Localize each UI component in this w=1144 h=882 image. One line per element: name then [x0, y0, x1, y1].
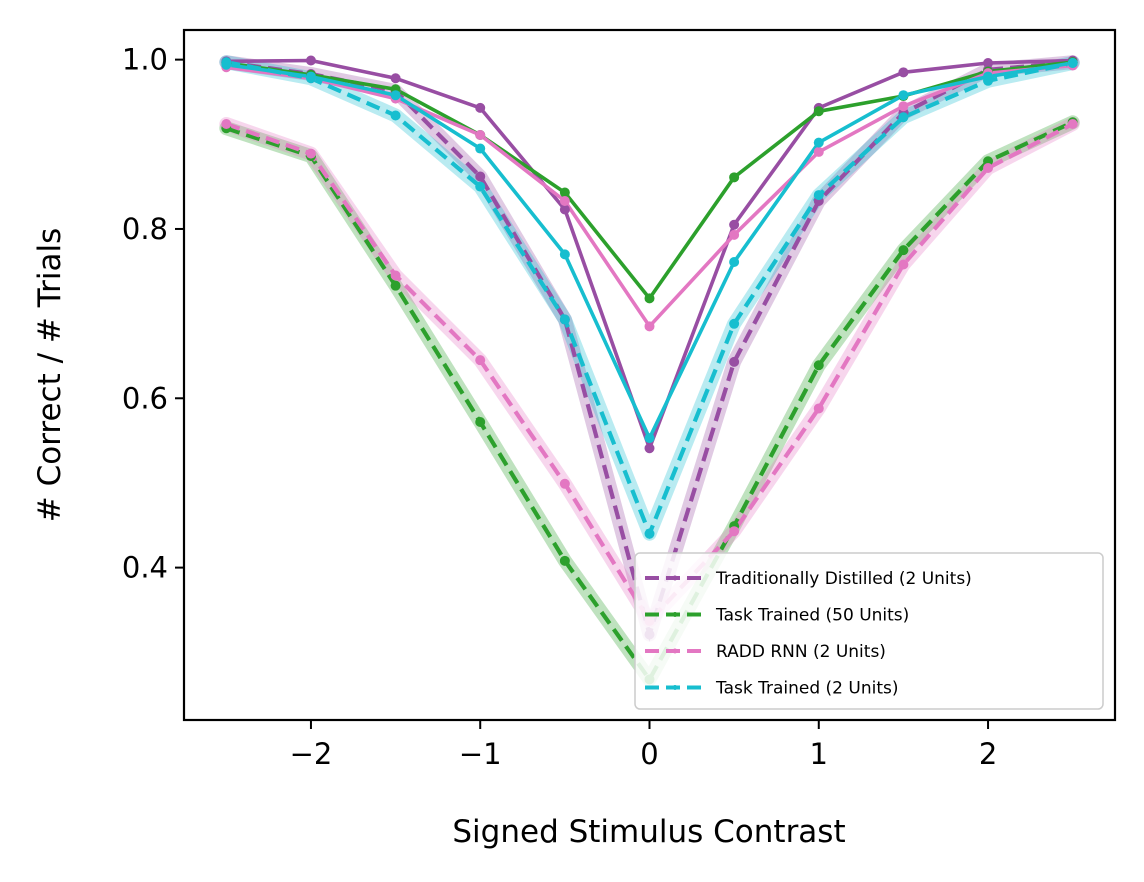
y-tick-label: 0.4 [122, 551, 168, 585]
x-tick-label: 0 [640, 737, 658, 771]
point-solid-task-trained-50-units [644, 293, 655, 304]
legend-marker [672, 648, 678, 654]
point-solid-task-trained-2-units [390, 90, 401, 101]
point-solid-task-trained-2-units [813, 137, 824, 148]
dashed-line-task-trained-50-units [225, 120, 1074, 684]
legend-marker [672, 612, 678, 617]
y-tick-label: 1.0 [122, 43, 168, 77]
legend-box [634, 552, 1104, 710]
point-dashed-task-trained-2-units [983, 75, 994, 86]
x-tick-label: 2 [979, 737, 997, 771]
point-dashed-radd-rnn-2-units [305, 148, 316, 159]
point-dashed-traditionally-distilled-2-units [729, 356, 740, 367]
point-solid-traditionally-distilled-2-units [729, 219, 740, 230]
point-solid-traditionally-distilled-2-units [644, 443, 655, 454]
point-dashed-task-trained-2-units [644, 528, 655, 539]
point-solid-task-trained-2-units [559, 249, 570, 260]
point-solid-task-trained-2-units [475, 143, 486, 154]
point-solid-traditionally-distilled-2-units [898, 67, 909, 78]
point-dashed-traditionally-distilled-2-units [475, 171, 486, 182]
point-solid-task-trained-50-units [813, 106, 824, 117]
point-dashed-radd-rnn-2-units [1067, 118, 1078, 129]
point-dashed-task-trained-2-units [559, 314, 570, 325]
y-axis-label: # Correct / # Trials [32, 228, 68, 522]
point-dashed-task-trained-2-units [475, 181, 486, 192]
y-tick-label: 0.6 [122, 381, 168, 415]
point-solid-task-trained-2-units [644, 433, 655, 444]
legend-label: RADD RNN (2 Units) [716, 642, 886, 662]
point-solid-traditionally-distilled-2-units [559, 204, 570, 215]
point-dashed-task-trained-50-units [813, 360, 824, 371]
point-dashed-task-trained-2-units [813, 190, 824, 201]
point-solid-radd-rnn-2-units [559, 196, 570, 207]
point-solid-task-trained-50-units [559, 187, 570, 198]
point-solid-traditionally-distilled-2-units [390, 73, 401, 84]
point-dashed-radd-rnn-2-units [813, 403, 824, 414]
ticks-layer: −2 −1 0 1 2 0.4 0.6 0.8 1.0 [122, 43, 997, 771]
point-solid-traditionally-distilled-2-units [475, 102, 486, 113]
point-dashed-radd-rnn-2-units [983, 163, 994, 173]
point-solid-radd-rnn-2-units [813, 146, 824, 157]
x-tick-label: 1 [810, 737, 828, 771]
point-solid-task-trained-50-units [729, 172, 740, 183]
point-dashed-task-trained-2-units [305, 73, 316, 84]
point-dashed-radd-rnn-2-units [475, 355, 486, 366]
x-tick-label: −1 [459, 737, 502, 771]
point-solid-task-trained-2-units [729, 256, 740, 267]
point-dashed-radd-rnn-2-units [390, 270, 401, 281]
point-solid-radd-rnn-2-units [898, 101, 909, 112]
point-dashed-task-trained-2-units [221, 57, 232, 68]
legend-label: Traditionally Distilled (2 Units) [715, 569, 972, 589]
point-dashed-task-trained-50-units [898, 245, 909, 256]
point-dashed-radd-rnn-2-units [221, 118, 232, 129]
y-tick-label: 0.8 [122, 212, 168, 246]
point-solid-traditionally-distilled-2-units [305, 55, 316, 66]
point-dashed-radd-rnn-2-units [729, 526, 740, 537]
x-axis-label: Signed Stimulus Contrast [452, 814, 845, 850]
point-dashed-task-trained-2-units [729, 318, 740, 329]
point-dashed-radd-rnn-2-units [898, 259, 909, 270]
point-dashed-task-trained-50-units [390, 280, 401, 291]
point-solid-radd-rnn-2-units [644, 321, 655, 332]
point-dashed-radd-rnn-2-units [559, 478, 570, 489]
point-dashed-task-trained-2-units [390, 110, 401, 121]
legend-label: Task Trained (2 Units) [715, 679, 898, 699]
plot-frame [182, 28, 1117, 722]
point-dashed-task-trained-50-units [559, 555, 570, 566]
point-dashed-task-trained-2-units [898, 112, 909, 123]
legend-marker [672, 685, 678, 690]
point-solid-radd-rnn-2-units [475, 129, 486, 140]
points-layer [221, 55, 1078, 685]
point-solid-radd-rnn-2-units [729, 229, 740, 240]
point-solid-task-trained-2-units [898, 90, 909, 101]
legend-marker [672, 575, 678, 581]
point-dashed-task-trained-2-units [1067, 58, 1078, 69]
legend: Traditionally Distilled (2 Units) Task Tr… [634, 552, 1104, 710]
point-dashed-task-trained-50-units [475, 416, 486, 427]
legend-label: Task Trained (50 Units) [715, 606, 909, 626]
x-tick-label: −2 [290, 737, 333, 771]
